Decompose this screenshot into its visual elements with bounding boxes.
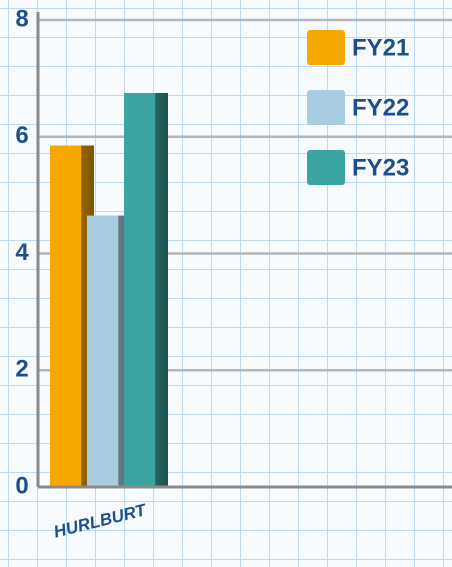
legend-label: FY23 [352,154,409,181]
legend-swatch [307,150,345,185]
y-tick-label: 2 [15,356,28,383]
bar [87,215,131,487]
y-tick-label: 8 [15,5,28,32]
y-tick-label: 4 [15,239,29,266]
bar [50,145,94,487]
legend-label: FY21 [352,34,409,61]
legend-label: FY22 [352,94,409,121]
legend-swatch [307,90,345,125]
bar [124,92,168,487]
y-tick-label: 6 [15,122,28,149]
x-tick-label: HURLBURT [52,500,149,542]
y-tick-label: 0 [15,472,28,499]
legend-swatch [307,30,345,65]
